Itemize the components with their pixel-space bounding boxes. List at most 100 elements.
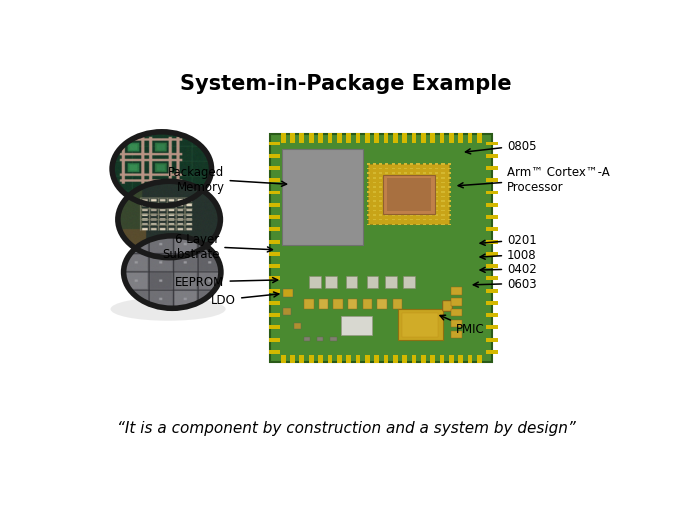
Bar <box>402 139 407 144</box>
Bar <box>290 139 295 144</box>
Bar <box>365 133 370 138</box>
Bar <box>373 164 376 166</box>
Bar <box>441 224 445 226</box>
Bar <box>449 356 454 361</box>
Bar <box>441 187 445 188</box>
Bar <box>448 173 451 175</box>
Bar <box>290 358 295 363</box>
Bar <box>435 196 438 198</box>
Bar <box>392 173 395 175</box>
Bar <box>379 173 382 175</box>
Bar <box>439 356 444 361</box>
Bar <box>373 206 376 207</box>
Bar <box>327 133 332 138</box>
Bar <box>367 224 370 226</box>
Bar <box>402 133 407 138</box>
Bar <box>273 179 280 183</box>
Bar <box>451 287 462 295</box>
Bar <box>269 252 275 256</box>
Bar <box>367 215 370 217</box>
Bar <box>398 164 401 166</box>
Bar <box>421 139 426 144</box>
Bar <box>327 356 332 361</box>
Bar <box>318 139 323 144</box>
Text: 0201: 0201 <box>480 234 537 247</box>
Bar <box>309 139 314 144</box>
Bar <box>491 265 497 269</box>
Bar <box>269 301 275 305</box>
Bar <box>373 196 376 198</box>
Bar <box>300 358 304 363</box>
Bar <box>367 192 370 193</box>
Bar <box>458 133 463 138</box>
Bar <box>367 196 370 198</box>
Bar <box>337 356 342 361</box>
Bar <box>441 178 445 179</box>
Bar <box>309 276 321 288</box>
Bar <box>273 191 280 195</box>
Bar <box>300 356 304 361</box>
Bar <box>468 133 472 138</box>
Bar <box>441 164 445 166</box>
Bar <box>318 356 323 361</box>
Bar <box>330 337 337 342</box>
Bar <box>435 201 438 203</box>
Bar <box>448 201 451 203</box>
Bar <box>379 196 382 198</box>
Bar <box>398 310 443 340</box>
Bar <box>435 173 438 175</box>
Bar <box>269 216 275 220</box>
Bar <box>309 358 314 363</box>
Bar <box>448 182 451 184</box>
Bar <box>383 358 388 363</box>
Bar <box>412 133 416 138</box>
Bar <box>486 252 493 256</box>
Bar <box>439 358 444 363</box>
Bar <box>429 173 432 175</box>
Bar <box>486 228 493 232</box>
Bar <box>269 240 275 244</box>
Bar <box>290 133 295 138</box>
Bar <box>410 169 413 170</box>
Bar <box>486 167 493 171</box>
Text: 0402: 0402 <box>480 263 537 276</box>
Bar <box>491 252 497 256</box>
Bar <box>379 206 382 207</box>
Bar <box>294 323 302 329</box>
Bar <box>356 133 360 138</box>
Bar <box>491 179 497 183</box>
Bar <box>393 139 398 144</box>
Bar <box>383 133 388 138</box>
Bar <box>379 201 382 203</box>
Bar <box>448 187 451 188</box>
Bar <box>379 220 382 221</box>
Bar <box>416 215 420 217</box>
Bar <box>448 224 451 226</box>
Bar <box>423 173 426 175</box>
Bar <box>486 155 493 159</box>
Bar <box>337 358 342 363</box>
Bar <box>423 224 426 226</box>
Bar <box>423 164 426 166</box>
Bar <box>269 204 275 208</box>
Bar <box>404 224 407 226</box>
Bar <box>309 133 314 138</box>
Bar <box>441 169 445 170</box>
Bar <box>281 150 362 245</box>
Bar <box>416 164 420 166</box>
Bar <box>416 224 420 226</box>
Bar <box>398 173 401 175</box>
Bar <box>398 224 401 226</box>
Bar <box>373 187 376 188</box>
Bar <box>290 356 295 361</box>
Bar <box>491 204 497 208</box>
Bar <box>269 277 275 281</box>
Bar <box>374 356 379 361</box>
Bar <box>423 220 426 221</box>
Bar <box>385 173 388 175</box>
Bar <box>410 220 413 221</box>
Bar <box>448 178 451 179</box>
Bar <box>273 277 280 281</box>
Bar <box>269 326 275 330</box>
Bar <box>441 210 445 212</box>
